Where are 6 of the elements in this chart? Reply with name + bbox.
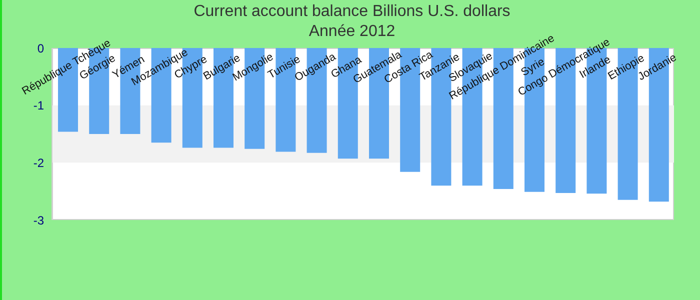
y-tick-label: -3 bbox=[33, 213, 44, 228]
y-tick-label: -2 bbox=[33, 156, 44, 170]
y-tick-label: -1 bbox=[33, 98, 44, 113]
chart-subtitle: Année 2012 bbox=[308, 23, 396, 40]
chart-title: Current account balance Billions U.S. dollars bbox=[192, 3, 512, 21]
y-tick-label: 0 bbox=[37, 41, 44, 56]
